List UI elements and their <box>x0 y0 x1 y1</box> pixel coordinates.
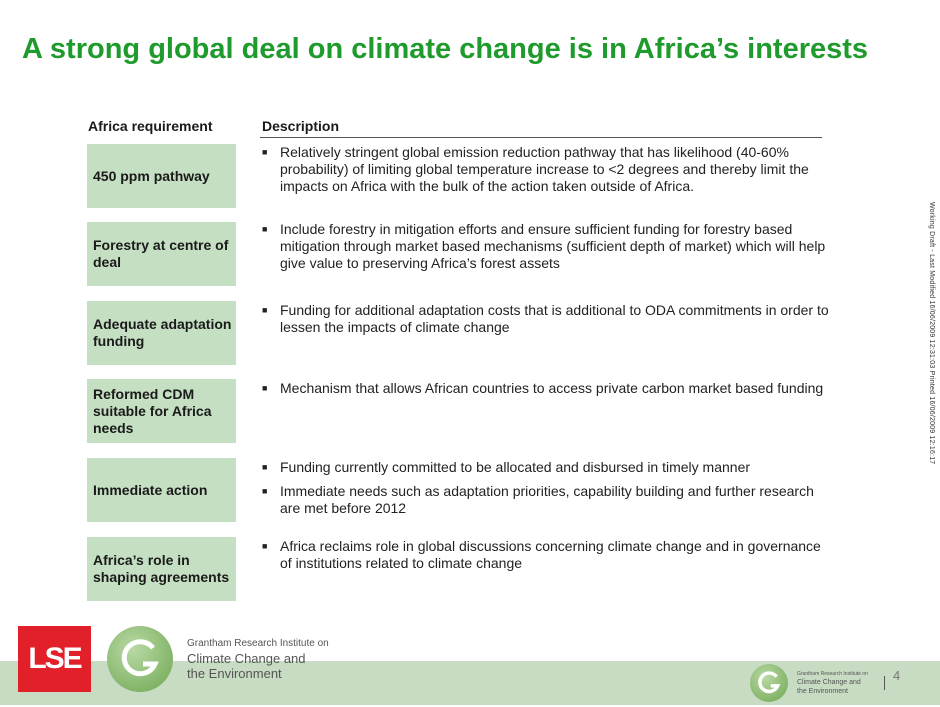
bullet-icon: ■ <box>262 224 268 234</box>
grantham-logo-small-mark <box>758 671 781 694</box>
grantham-logo-small-icon <box>750 664 788 702</box>
list-item: ■ Immediate needs such as adaptation prio… <box>262 483 830 517</box>
list-item: ■ Include forestry in mitigation efforts … <box>262 221 830 272</box>
institute-small-line-2: Climate Change and <box>797 679 861 686</box>
page-number: 4 <box>893 668 901 683</box>
description-immediate: ■ Funding currently committed to be alloc… <box>262 459 830 524</box>
bullet-text: Africa reclaims role in global discussio… <box>280 538 821 571</box>
institute-line-1: Grantham Research Institute on <box>187 638 329 649</box>
requirement-box-immediate: Immediate action <box>87 458 236 522</box>
institute-line-2: Climate Change and <box>187 651 306 666</box>
header-description: Description <box>262 118 340 134</box>
bullet-text: Funding for additional adaptation costs … <box>280 302 829 335</box>
list-item: ■ Funding currently committed to be alloc… <box>262 459 830 476</box>
bullet-text: Funding currently committed to be alloca… <box>280 459 751 475</box>
requirement-box-forestry: Forestry at centre of deal <box>87 222 236 286</box>
page-number-divider <box>884 676 885 690</box>
list-item: ■ Relatively stringent global emission re… <box>262 144 830 195</box>
description-role: ■ Africa reclaims role in global discussi… <box>262 538 830 579</box>
grantham-logo-icon <box>107 626 173 692</box>
header-africa-requirement: Africa requirement <box>88 118 213 134</box>
requirement-box-450ppm: 450 ppm pathway <box>87 144 236 208</box>
grantham-logo-mark <box>121 639 159 677</box>
requirement-box-cdm: Reformed CDM suitable for Africa needs <box>87 379 236 443</box>
bullet-icon: ■ <box>262 486 268 496</box>
description-forestry: ■ Include forestry in mitigation efforts … <box>262 221 830 279</box>
requirement-box-adaptation: Adequate adaptation funding <box>87 301 236 365</box>
bullet-icon: ■ <box>262 541 268 551</box>
slide-title: A strong global deal on climate change i… <box>22 33 869 65</box>
institute-small-line-1: Grantham Research Institute on <box>797 671 868 677</box>
requirement-box-role: Africa’s role in shaping agreements <box>87 537 236 601</box>
list-item: ■ Mechanism that allows African countries… <box>262 380 830 397</box>
lse-logo: LSE <box>18 626 91 692</box>
description-cdm: ■ Mechanism that allows African countries… <box>262 380 830 404</box>
header-divider <box>260 137 822 138</box>
bullet-icon: ■ <box>262 305 268 315</box>
bullet-icon: ■ <box>262 462 268 472</box>
bullet-text: Immediate needs such as adaptation prior… <box>280 483 814 516</box>
bullet-icon: ■ <box>262 147 268 157</box>
bullet-icon: ■ <box>262 383 268 393</box>
institute-line-3: the Environment <box>187 666 282 681</box>
bullet-text: Relatively stringent global emission red… <box>280 144 809 194</box>
bullet-text: Mechanism that allows African countries … <box>280 380 824 396</box>
list-item: ■ Funding for additional adaptation costs… <box>262 302 830 336</box>
institute-small-line-3: the Environment <box>797 688 848 695</box>
bullet-text: Include forestry in mitigation efforts a… <box>280 221 826 271</box>
description-450ppm: ■ Relatively stringent global emission re… <box>262 144 830 202</box>
vertical-draft-note: Working Draft - Last Modified 16/06/2009… <box>928 202 935 465</box>
list-item: ■ Africa reclaims role in global discussi… <box>262 538 830 572</box>
description-adaptation: ■ Funding for additional adaptation costs… <box>262 302 830 343</box>
